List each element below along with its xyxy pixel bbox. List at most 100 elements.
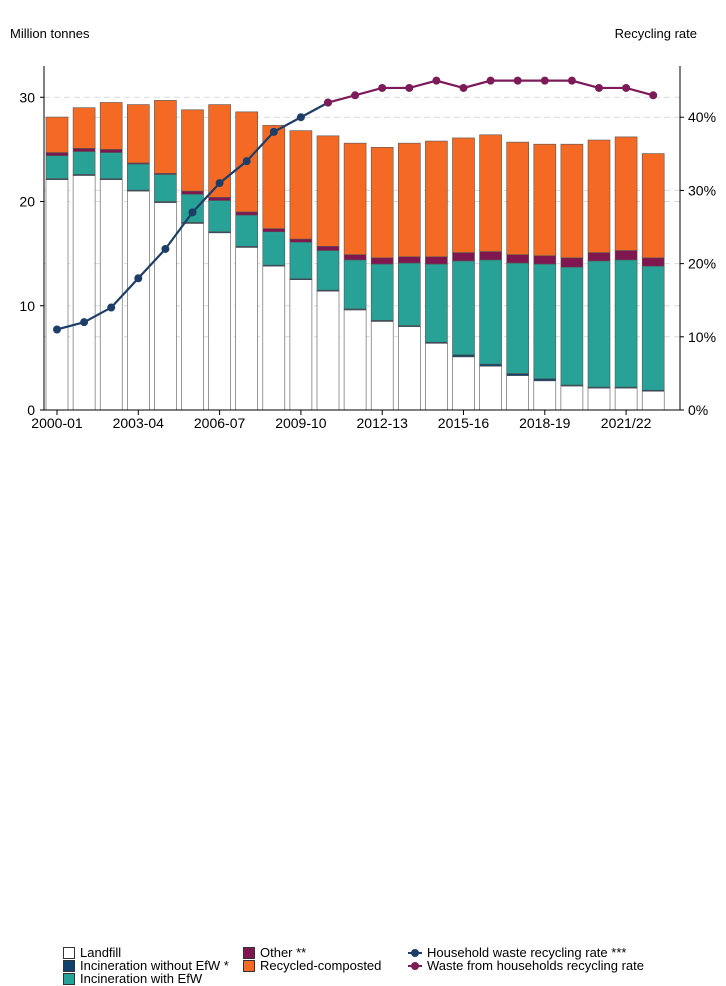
bar-segment-recycled-composted-2013-14 [397,142,421,258]
bar-segment-recycled-composted-2020-21 [587,139,611,253]
bar-segment-other-2017-18 [506,254,530,264]
legend-label-incineration-with-efw: Incineration with EfW [80,971,203,986]
bar-stack-2016-17 [479,134,502,411]
legend-swatch-incineration-without-efw [63,960,75,972]
bar-segment-landfill-2001-02 [72,175,96,411]
bar-segment-landfill-2012-13 [370,321,394,411]
bar-stack-2017-18 [506,141,530,411]
left-tick-label-10: 10 [19,298,35,314]
bar-segment-landfill-2022-23 [641,390,665,411]
point-waste-from-households-recycling-rate-2016-17 [486,76,495,85]
right-axis-label: Recycling rate [615,26,697,41]
bar-segment-other-2015-16 [452,252,475,262]
bar-segment-recycled-composted-2016-17 [479,134,502,252]
bar-segment-other-2011-12 [343,254,367,261]
point-household-waste-recycling-rate-2009-10 [296,113,305,122]
legend-marker-household-waste-recycling-rate [408,947,422,959]
bar-stack-2013-14 [397,142,421,411]
bar-segment-landfill-2014-15 [425,342,448,411]
legend-item-waste-from-households-recycling-rate: Waste from households recycling rate [408,959,644,973]
bar-stack-2001-02 [72,107,96,411]
bar-segment-recycled-composted-2015-16 [452,137,475,253]
point-waste-from-households-recycling-rate-2021-22 [622,83,631,92]
bar-segment-incineration-with-efw-2008-09 [262,231,286,266]
bar-segment-landfill-2000-01 [45,179,69,411]
bar-segment-recycled-composted-2012-13 [370,147,394,259]
bar-segment-incineration-with-efw-2004-05 [154,174,177,202]
bar-segment-recycled-composted-2003-04 [127,104,150,164]
legend-item-recycled-composted: Recycled-composted [243,959,381,973]
bar-segment-incineration-with-efw-2012-13 [370,263,394,321]
bar-stack-2007-08 [235,111,258,411]
bar-segment-incineration-with-efw-2002-03 [99,152,123,179]
bar-segment-incineration-with-efw-2006-07 [208,200,231,233]
bar-segment-landfill-2013-14 [397,326,421,411]
point-waste-from-households-recycling-rate-2012-13 [378,83,387,92]
bar-stack-2009-10 [289,130,313,411]
point-household-waste-recycling-rate-2002-03 [107,303,116,312]
bar-segment-recycled-composted-2005-06 [181,109,204,192]
point-waste-from-households-recycling-rate-2017-18 [513,76,522,85]
bar-stack-2000-01 [45,116,69,411]
bar-segment-incineration-with-efw-2013-14 [397,262,421,326]
bar-stack-2002-03 [99,102,123,411]
bar-segment-other-2000-01 [45,152,69,156]
bar-stack-2012-13 [370,147,394,411]
point-household-waste-recycling-rate-2000-01 [53,325,61,334]
bar-segment-recycled-composted-2000-01 [45,116,69,153]
bar-segment-other-2009-10 [289,238,313,243]
bar-segment-incineration-with-efw-2007-08 [235,214,258,247]
bar-segment-incineration-with-efw-2022-23 [641,265,665,391]
x-tick-label-3: 2009-10 [275,415,327,431]
bar-segment-incineration-with-efw-2019-20 [560,266,584,386]
bar-segment-other-2021-22 [614,250,638,261]
point-waste-from-households-recycling-rate-2013-14 [405,83,414,92]
right-tick-label-30: 30% [688,182,716,198]
bar-segment-recycled-composted-2002-03 [99,102,123,150]
bar-segment-landfill-2019-20 [560,385,584,411]
point-household-waste-recycling-rate-2003-04 [134,274,143,283]
bar-segment-other-2007-08 [235,211,258,216]
bar-stack-2020-21 [587,139,611,411]
bar-segment-landfill-2020-21 [587,387,611,411]
right-axis-ticks: 0% 10% 20% 30% 40% [680,109,716,418]
legend-label-waste-from-households-recycling-rate: Waste from households recycling rate [427,958,645,973]
bar-segment-landfill-2018-19 [533,380,557,411]
bar-segment-other-2019-20 [560,257,584,268]
right-tick-label-0: 0% [688,402,708,418]
point-household-waste-recycling-rate-2007-08 [242,157,251,166]
chart-area: 0 10 20 30 0% 10% 20% 30% 40% 2000-01 2003-04 200… [10,26,716,986]
bar-segment-incineration-with-efw-2014-15 [425,263,448,343]
bar-segment-incineration-with-efw-2000-01 [45,155,69,179]
x-tick-label-4: 2012-13 [357,415,409,431]
bar-stack-2006-07 [208,104,231,411]
x-tick-label-6: 2018-19 [519,415,571,431]
bar-segment-other-2012-13 [370,257,394,265]
right-tick-label-40: 40% [688,109,716,125]
bar-segment-incineration-with-efw-2020-21 [587,260,611,388]
x-tick-label-2: 2006-07 [194,415,246,431]
bar-stack-2010-11 [316,135,340,411]
bar-stack-2011-12 [343,142,367,411]
legend-item-incineration-with-efw: Incineration with EfW [63,972,202,986]
legend-swatch-recycled-composted [243,960,255,972]
bar-segment-incineration-with-efw-2018-19 [533,263,557,380]
point-household-waste-recycling-rate-2006-07 [215,179,224,188]
legend-swatch-other [243,947,255,959]
bar-segment-recycled-composted-2006-07 [208,104,231,198]
bar-segment-landfill-2008-09 [262,265,286,411]
bar-stack-2003-04 [127,104,150,411]
stacked-bars [45,100,665,411]
bar-segment-landfill-2007-08 [235,247,258,411]
bar-segment-other-2014-15 [425,256,448,265]
bar-segment-recycled-composted-2011-12 [343,142,367,255]
bar-stack-2021-22 [614,136,638,411]
bar-segment-other-2002-03 [99,149,123,153]
bar-segment-incineration-without-efw-2017-18 [506,373,530,376]
bar-segment-recycled-composted-2010-11 [316,135,340,247]
axes [43,66,681,411]
bar-stack-2005-06 [181,109,204,411]
bar-segment-recycled-composted-2022-23 [641,153,665,259]
bar-segment-recycled-composted-2001-02 [72,107,96,149]
bar-segment-incineration-with-efw-2011-12 [343,259,367,310]
